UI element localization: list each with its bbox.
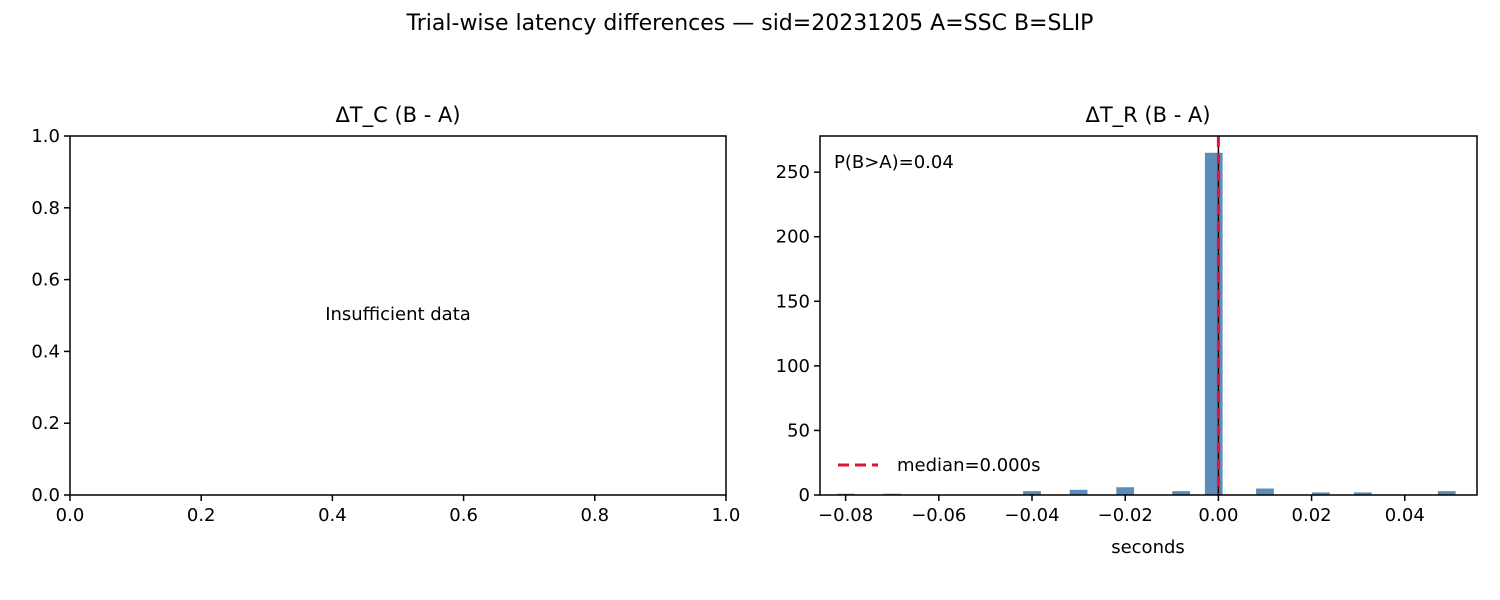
histogram-bar: [1023, 491, 1041, 495]
x-tick-label: −0.02: [1098, 505, 1153, 526]
left-chart-axes: ΔT_C (B - A) 0.0 0.2 0.4 0.6 0.8 1.0 0.0 0.2 0.4…: [31, 103, 740, 526]
x-tick-label: 0.04: [1385, 505, 1425, 526]
y-tick-label: 100: [776, 356, 810, 377]
x-tick-label: 0.02: [1292, 505, 1332, 526]
x-tick-label: −0.06: [911, 505, 966, 526]
right-chart-title: ΔT_R (B - A): [1085, 103, 1210, 128]
y-tick-label: 0.0: [31, 485, 60, 506]
x-tick-label: −0.08: [818, 505, 873, 526]
y-tick-label: 150: [776, 291, 810, 312]
right-chart-ticks: −0.08 −0.06 −0.04 −0.02 0.00 0.02 0.04 0 50 100 15…: [776, 162, 1425, 526]
histogram-bar: [1204, 152, 1223, 495]
y-tick-label: 1.0: [31, 126, 60, 147]
left-chart-frame: [69, 135, 727, 496]
histogram-bar: [1256, 488, 1274, 495]
y-tick-label: 0.2: [31, 413, 60, 434]
left-chart-annotation: Insufficient data: [325, 304, 471, 325]
y-tick-label: 0.6: [31, 270, 60, 291]
right-chart-probability-annotation: P(B>A)=0.04: [834, 152, 954, 173]
histogram-bar: [1069, 489, 1088, 495]
histogram-bar: [1312, 492, 1330, 495]
x-tick-label: 0.00: [1198, 505, 1238, 526]
y-tick-label: 0.8: [31, 198, 60, 219]
right-chart-axes: ΔT_R (B - A) −0.08 −0.06 −0.04 −0.02 0.00 0.0…: [776, 103, 1478, 558]
left-chart-ticks: 0.0 0.2 0.4 0.6 0.8 1.0 0.0 0.2 0.4 0.6 0.8 1.0: [31, 126, 740, 526]
histogram-bar: [1437, 491, 1456, 495]
x-tick-label: −0.04: [1004, 505, 1059, 526]
figure-suptitle: Trial-wise latency differences — sid=202…: [406, 11, 1094, 36]
y-tick-label: 50: [787, 420, 810, 441]
histogram-bar: [1172, 491, 1190, 495]
y-tick-label: 250: [776, 162, 810, 183]
x-tick-label: 1.0: [712, 505, 741, 526]
x-tick-label: 0.0: [56, 505, 85, 526]
y-tick-label: 0.4: [31, 341, 60, 362]
y-tick-label: 200: [776, 227, 810, 248]
right-chart-legend: median=0.000s: [838, 455, 1040, 476]
x-tick-label: 0.6: [449, 505, 478, 526]
right-chart-frame: [819, 135, 1478, 496]
x-tick-label: 0.8: [580, 505, 609, 526]
y-tick-label: 0: [799, 485, 810, 506]
histogram-bar: [1116, 487, 1135, 495]
left-chart-title: ΔT_C (B - A): [335, 103, 460, 128]
right-chart-x-axis-label: seconds: [1111, 537, 1185, 558]
legend-median-label: median=0.000s: [897, 455, 1040, 476]
x-tick-label: 0.4: [318, 505, 347, 526]
histogram-bar: [1353, 492, 1372, 495]
x-tick-label: 0.2: [187, 505, 216, 526]
right-chart-bars: [836, 152, 1456, 495]
